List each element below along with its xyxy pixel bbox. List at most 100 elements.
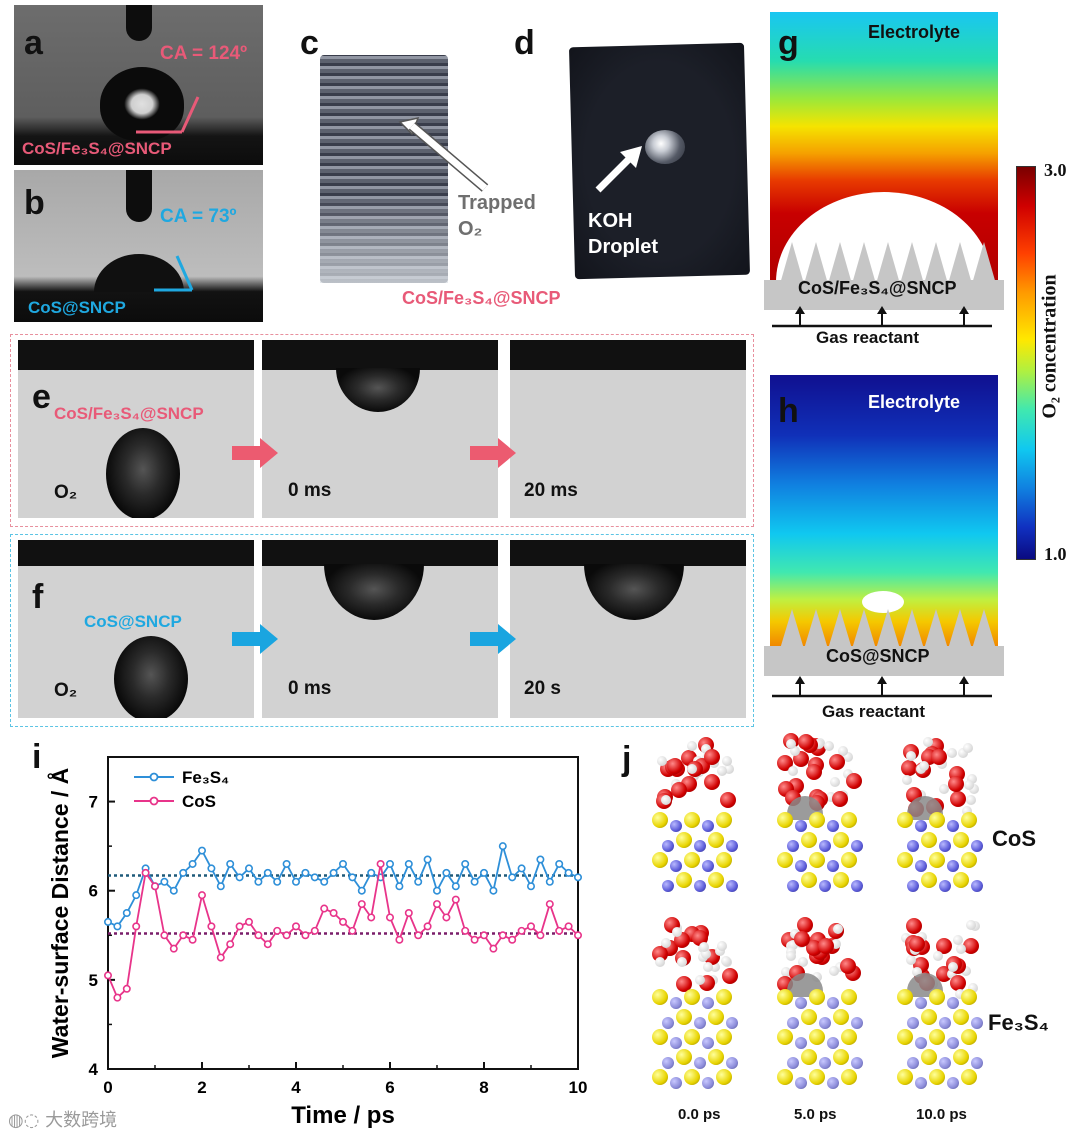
hydrogen-atom bbox=[826, 791, 837, 802]
hydrogen-atom bbox=[963, 742, 973, 753]
cobalt-atom bbox=[939, 840, 951, 852]
cobalt-atom bbox=[726, 840, 738, 852]
oxygen-atom bbox=[703, 749, 720, 766]
sample-label: CoS/Fe₃S₄@SNCP bbox=[22, 139, 172, 158]
electrolyte-label: Electrolyte bbox=[868, 392, 961, 412]
frame-label: 0 ms bbox=[288, 480, 332, 501]
cobalt-atom bbox=[702, 860, 714, 872]
frame-f1: O₂ bbox=[18, 540, 254, 718]
cobalt-atom bbox=[851, 880, 863, 892]
hydrogen-atom bbox=[686, 763, 697, 774]
hydrogen-atom bbox=[967, 982, 978, 993]
data-point bbox=[414, 931, 423, 940]
iron-atom bbox=[670, 1077, 682, 1089]
iron-atom bbox=[907, 1057, 919, 1069]
data-point bbox=[432, 900, 441, 909]
contact-angle-lines bbox=[136, 96, 200, 134]
iron-atom bbox=[694, 1057, 706, 1069]
sulfur-atom bbox=[801, 832, 817, 848]
hydrogen-atom bbox=[787, 939, 798, 950]
hydrogen-atom bbox=[721, 756, 732, 767]
sulfur-atom bbox=[684, 852, 700, 868]
iron-atom bbox=[907, 1017, 919, 1029]
sulfur-atom bbox=[929, 1029, 945, 1045]
data-point bbox=[113, 922, 122, 931]
data-point bbox=[282, 931, 291, 940]
data-point bbox=[329, 868, 338, 877]
data-point bbox=[348, 873, 357, 882]
data-point bbox=[160, 931, 169, 940]
cobalt-atom bbox=[787, 880, 799, 892]
sulfur-atom bbox=[897, 1029, 913, 1045]
hydrogen-atom bbox=[701, 949, 712, 960]
sulfur-atom bbox=[716, 812, 732, 828]
data-point bbox=[508, 935, 517, 944]
cobalt-atom bbox=[694, 840, 706, 852]
oxygen-atom bbox=[963, 938, 980, 955]
oxygen-atom bbox=[704, 773, 721, 790]
hydrogen-atom bbox=[676, 956, 687, 967]
hydrogen-atom bbox=[834, 961, 845, 972]
oxygen-atom bbox=[840, 958, 857, 975]
data-point bbox=[404, 909, 413, 918]
hydrogen-atom bbox=[686, 740, 697, 751]
hydrogen-atom bbox=[832, 924, 843, 934]
watermark-text: 大数跨境 bbox=[45, 1110, 118, 1131]
sample-label: CoS/Fe₃S₄@SNCP bbox=[54, 404, 204, 423]
hydrogen-atom bbox=[723, 763, 734, 774]
hydrogen-atom bbox=[787, 766, 798, 777]
cobalt-atom bbox=[915, 860, 927, 872]
hydrogen-atom bbox=[955, 943, 966, 954]
iron-atom bbox=[851, 1017, 863, 1029]
sulfur-atom bbox=[652, 989, 668, 1005]
gas-reactant-label: Gas reactant bbox=[822, 702, 925, 721]
data-point bbox=[179, 931, 188, 940]
hydrogen-atom bbox=[702, 962, 713, 973]
sulfur-atom bbox=[777, 852, 793, 868]
data-point bbox=[188, 935, 197, 944]
sulfur-atom bbox=[809, 812, 825, 828]
oxygen-atom bbox=[906, 917, 923, 934]
data-point bbox=[432, 886, 441, 895]
iron-atom bbox=[702, 1037, 714, 1049]
oxygen-atom bbox=[805, 940, 822, 956]
oxygen-atom bbox=[832, 791, 849, 808]
panel-label-d: d bbox=[514, 24, 535, 62]
iron-atom bbox=[819, 1057, 831, 1069]
hydrogen-atom bbox=[661, 938, 672, 949]
arrow-icon bbox=[470, 624, 516, 654]
time-label: 0.0 ps bbox=[678, 1106, 721, 1123]
panel-h-simulation bbox=[770, 375, 998, 649]
x-tick-label: 8 bbox=[479, 1078, 488, 1097]
data-point bbox=[263, 868, 272, 877]
x-tick-label: 6 bbox=[385, 1078, 394, 1097]
data-point bbox=[151, 882, 160, 891]
sample-label: CoS@SNCP bbox=[28, 298, 126, 317]
oxygen-atom bbox=[796, 917, 813, 933]
sulfur-atom bbox=[961, 1029, 977, 1045]
hydrogen-atom bbox=[655, 957, 666, 968]
data-point bbox=[479, 868, 488, 877]
panel-f-frame bbox=[10, 534, 754, 727]
contact-angle-text: CA = 73º bbox=[160, 206, 237, 227]
sulfur-atom bbox=[684, 1069, 700, 1085]
data-point bbox=[282, 859, 291, 868]
iron-atom bbox=[827, 997, 839, 1009]
oxygen-atom bbox=[949, 975, 966, 992]
sulfur-atom bbox=[777, 1029, 793, 1045]
row-label-cos: CoS bbox=[992, 826, 1036, 851]
data-point bbox=[404, 859, 413, 868]
data-point bbox=[122, 909, 131, 918]
panel-label-c: c bbox=[300, 24, 319, 62]
sulfur-atom bbox=[841, 989, 857, 1005]
hydrogen-atom bbox=[786, 951, 797, 962]
data-point bbox=[564, 868, 573, 877]
iron-atom bbox=[726, 1017, 738, 1029]
hydrogen-atom bbox=[656, 756, 667, 767]
frame-label: 20 s bbox=[524, 678, 561, 699]
sulfur-atom bbox=[897, 852, 913, 868]
panel-label-g: g bbox=[778, 24, 799, 62]
cobalt-atom bbox=[819, 840, 831, 852]
sulfur-atom bbox=[953, 1049, 969, 1065]
x-tick-label: 4 bbox=[291, 1078, 301, 1097]
